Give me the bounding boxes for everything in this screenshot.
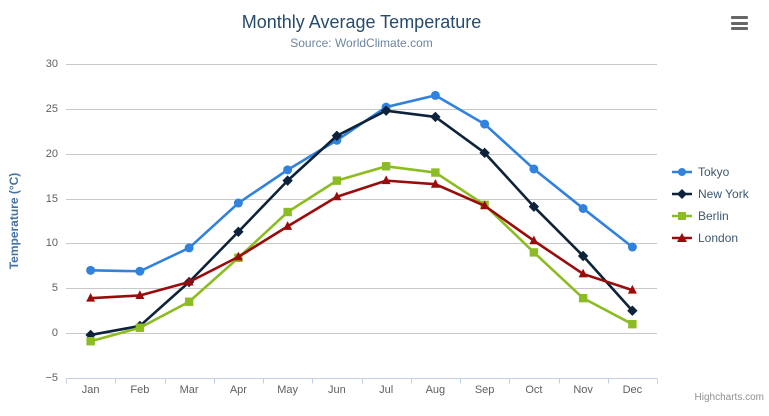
chart-title: Monthly Average Temperature: [241, 12, 482, 32]
data-point-diamond[interactable]: [479, 147, 490, 159]
data-point-triangle[interactable]: [233, 251, 243, 261]
hamburger-bar: [731, 21, 748, 25]
x-tick-label: Aug: [425, 384, 446, 396]
y-tick-label: 30: [45, 58, 58, 70]
y-tick-label: 5: [51, 282, 58, 295]
data-point-circle[interactable]: [480, 119, 490, 129]
x-tick-label: Feb: [130, 384, 150, 396]
data-point-circle[interactable]: [430, 90, 440, 100]
x-tick-label: Oct: [525, 384, 543, 396]
x-tick-label: Nov: [573, 384, 593, 396]
legend-label: London: [698, 231, 739, 245]
data-point-circle[interactable]: [627, 242, 637, 252]
data-point-circle[interactable]: [283, 165, 293, 175]
data-point-diamond[interactable]: [331, 130, 343, 141]
data-point-square[interactable]: [529, 248, 539, 257]
y-tick-label: −5: [45, 372, 58, 384]
y-tick-label: 0: [51, 327, 58, 340]
data-point-square[interactable]: [332, 176, 342, 185]
data-point-diamond[interactable]: [233, 226, 244, 237]
legend-label: Tokyo: [698, 165, 730, 179]
data-point-diamond[interactable]: [627, 305, 638, 316]
data-point-square[interactable]: [381, 162, 391, 171]
legend-item-berlin[interactable]: Berlin: [671, 205, 749, 227]
legend-item-new-york[interactable]: New York: [671, 183, 749, 205]
data-point-triangle[interactable]: [529, 235, 539, 245]
y-tick-label: 10: [45, 237, 58, 250]
triangle-legend-marker-icon: [672, 233, 692, 242]
data-point-circle[interactable]: [86, 265, 96, 275]
x-tick-label: May: [277, 384, 299, 396]
data-point-circle[interactable]: [578, 203, 588, 213]
data-point-square[interactable]: [86, 337, 95, 346]
y-tick-label: 25: [45, 102, 58, 115]
data-point-diamond[interactable]: [380, 105, 392, 116]
data-point-triangle[interactable]: [381, 175, 391, 185]
data-point-square[interactable]: [431, 168, 440, 177]
series-line-berlin[interactable]: [89, 164, 634, 343]
legend-label: Berlin: [698, 209, 729, 223]
circle-legend-marker-icon: [672, 168, 692, 176]
data-point-triangle[interactable]: [86, 292, 96, 302]
data-point-triangle[interactable]: [332, 191, 342, 201]
x-tick-label: Mar: [179, 384, 199, 396]
data-point-triangle[interactable]: [430, 179, 440, 188]
data-point-diamond[interactable]: [430, 111, 441, 123]
series-line-new-york[interactable]: [89, 109, 634, 337]
legend: Tokyo New York Berlin London: [671, 161, 749, 249]
data-point-circle[interactable]: [529, 164, 539, 174]
hamburger-icon[interactable]: [728, 14, 752, 34]
data-point-diamond[interactable]: [528, 201, 540, 212]
data-point-square[interactable]: [578, 293, 588, 303]
diamond-legend-marker-icon: [672, 189, 692, 199]
data-point-triangle[interactable]: [578, 268, 588, 278]
legend-label: New York: [698, 187, 749, 201]
x-tick-label: Jan: [81, 384, 100, 396]
data-point-diamond[interactable]: [282, 175, 293, 186]
x-tick-label: Dec: [622, 384, 643, 396]
data-point-square[interactable]: [184, 297, 194, 306]
hamburger-bar: [731, 16, 748, 19]
chart-subtitle: Source: WorldClimate.com: [290, 36, 433, 50]
legend-item-tokyo[interactable]: Tokyo: [671, 161, 749, 183]
y-tick-label: 15: [45, 192, 58, 205]
data-point-square[interactable]: [135, 323, 145, 332]
data-point-circle[interactable]: [135, 266, 145, 276]
legend-item-london[interactable]: London: [671, 227, 749, 249]
data-point-circle[interactable]: [233, 198, 243, 208]
data-point-triangle[interactable]: [184, 276, 194, 286]
x-tick-label: Apr: [229, 384, 247, 396]
data-point-triangle[interactable]: [480, 200, 490, 210]
data-point-triangle[interactable]: [135, 290, 145, 299]
data-point-diamond[interactable]: [577, 250, 589, 262]
data-point-circle[interactable]: [184, 243, 194, 253]
x-tick-label: Sep: [474, 384, 495, 396]
y-tick-label: 20: [45, 147, 58, 160]
credits-link[interactable]: Highcharts.com: [694, 392, 764, 403]
square-legend-marker-icon: [672, 212, 692, 220]
hamburger-bar: [731, 27, 748, 30]
x-tick-label: Jun: [328, 384, 346, 396]
x-tick-label: Jul: [379, 384, 394, 396]
data-point-triangle[interactable]: [283, 221, 293, 230]
data-point-triangle[interactable]: [627, 284, 637, 294]
series-line-london[interactable]: [89, 179, 634, 300]
data-point-square[interactable]: [283, 207, 292, 217]
data-point-square[interactable]: [628, 319, 637, 329]
